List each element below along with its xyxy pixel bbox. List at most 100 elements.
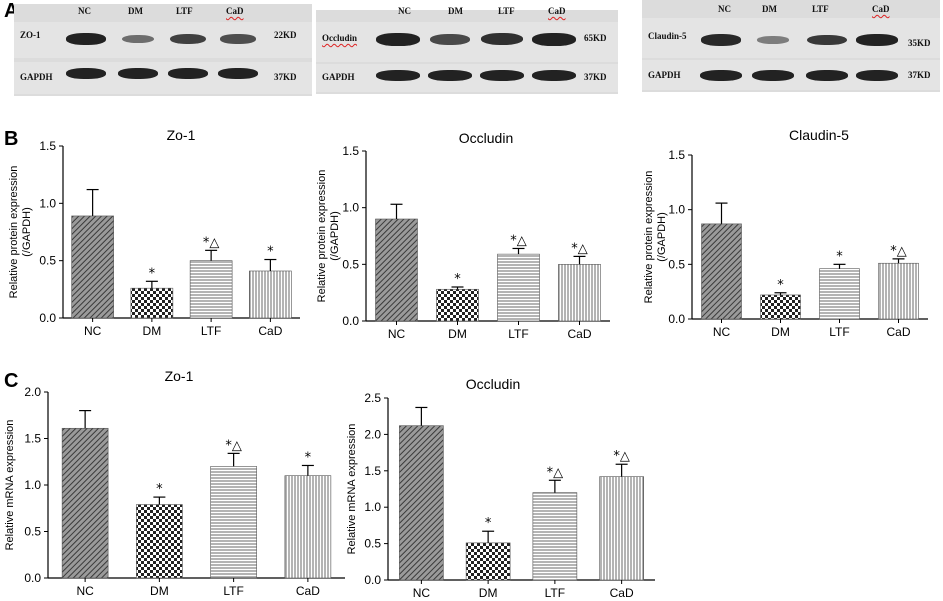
y-tick-label: 1.5 bbox=[24, 432, 41, 446]
x-tick-label: NC bbox=[388, 327, 406, 341]
blot-lane-label: NC bbox=[398, 6, 411, 16]
blot-size-label: 22KD bbox=[274, 30, 297, 40]
blot-band bbox=[856, 70, 898, 81]
y-tick-label: 1.0 bbox=[39, 196, 56, 210]
y-tick-label: 1.5 bbox=[342, 144, 359, 158]
x-tick-label: LTF bbox=[545, 586, 565, 600]
significance-marker: *△ bbox=[571, 241, 588, 256]
blot-lane-label: CaD bbox=[872, 4, 890, 14]
x-tick-label: DM bbox=[771, 325, 790, 339]
blot-size-label: 37KD bbox=[584, 72, 607, 82]
y-tick-label: 2.5 bbox=[364, 391, 381, 405]
blot-band bbox=[756, 35, 790, 45]
y-axis-label: (/GAPDH) bbox=[21, 207, 33, 257]
bar-nc bbox=[61, 427, 109, 579]
blot-band bbox=[806, 70, 848, 81]
blot-band bbox=[121, 34, 155, 44]
blot-band bbox=[66, 33, 106, 45]
blot-lane-label: LTF bbox=[498, 6, 515, 16]
x-tick-label: NC bbox=[413, 586, 431, 600]
blot-protein-label: Occludin bbox=[322, 33, 358, 43]
chart-title: Occludin bbox=[466, 376, 520, 392]
y-tick-label: 0.5 bbox=[342, 257, 359, 271]
panel-label-c: C bbox=[4, 370, 19, 392]
blot-size-label: 65KD bbox=[584, 33, 607, 43]
blot-lane-label: DM bbox=[762, 4, 777, 14]
x-tick-label: CaD bbox=[567, 327, 591, 341]
x-tick-label: DM bbox=[448, 327, 467, 341]
y-axis-label: Relative mRNA expression bbox=[4, 420, 16, 551]
bar-cad bbox=[249, 270, 292, 319]
blot-band bbox=[856, 34, 898, 46]
y-axis-label: Relative protein expression bbox=[316, 170, 328, 303]
chart-title: Claudin-5 bbox=[789, 127, 849, 143]
bar-cad bbox=[558, 264, 601, 322]
x-tick-label: NC bbox=[76, 584, 94, 598]
y-tick-label: 0.0 bbox=[39, 311, 56, 325]
blot-row bbox=[14, 62, 312, 94]
blot-lane-label: NC bbox=[718, 4, 731, 14]
bar-dm bbox=[465, 542, 511, 581]
y-tick-label: 1.5 bbox=[668, 148, 685, 162]
blot-band bbox=[532, 70, 576, 81]
x-tick-label: CaD bbox=[296, 584, 320, 598]
significance-marker: *△ bbox=[510, 233, 527, 248]
x-tick-label: NC bbox=[713, 325, 731, 339]
bar-dm bbox=[760, 294, 801, 320]
chart-title: Occludin bbox=[459, 130, 513, 146]
y-axis-label: Relative mRNA expression bbox=[346, 424, 358, 555]
x-tick-label: DM bbox=[143, 324, 162, 338]
y-tick-label: 0.0 bbox=[364, 573, 381, 587]
blot-band bbox=[480, 70, 524, 81]
significance-marker: *△ bbox=[225, 438, 242, 453]
y-tick-label: 0.5 bbox=[39, 254, 56, 268]
blot-band bbox=[752, 70, 794, 81]
blot-protein-label: GAPDH bbox=[20, 72, 53, 82]
y-tick-label: 2.0 bbox=[24, 385, 41, 399]
y-axis-label: Relative protein expression bbox=[8, 166, 20, 299]
significance-marker: * bbox=[836, 249, 843, 264]
bar-cad bbox=[599, 476, 644, 581]
bar-nc bbox=[375, 218, 418, 322]
significance-marker: * bbox=[485, 516, 492, 531]
significance-marker: * bbox=[305, 450, 312, 465]
y-tick-label: 0.5 bbox=[364, 537, 381, 551]
blot-protein-label: GAPDH bbox=[322, 72, 355, 82]
blot-lane-label: CaD bbox=[548, 6, 566, 16]
y-tick-label: 0.0 bbox=[668, 312, 685, 326]
blot-lane-label: DM bbox=[128, 6, 143, 16]
significance-marker: *△ bbox=[203, 235, 220, 250]
significance-marker: * bbox=[149, 266, 156, 281]
bar-ltf bbox=[210, 466, 257, 579]
blot-lane-label: NC bbox=[78, 6, 91, 16]
x-tick-label: LTF bbox=[829, 325, 849, 339]
blot-size-label: 35KD bbox=[908, 38, 931, 48]
blot-lane-label: LTF bbox=[176, 6, 193, 16]
significance-marker: *△ bbox=[547, 465, 564, 480]
y-tick-label: 1.5 bbox=[39, 139, 56, 153]
bar-dm bbox=[436, 288, 479, 322]
x-tick-label: LTF bbox=[201, 324, 221, 338]
blot-protein-label: Claudin-5 bbox=[648, 31, 687, 41]
bar-cad bbox=[284, 475, 332, 579]
blot-protein-label: GAPDH bbox=[648, 70, 681, 80]
blot-lane-label: CaD bbox=[226, 6, 244, 16]
y-tick-label: 1.0 bbox=[24, 478, 41, 492]
blot-band bbox=[481, 33, 523, 46]
blot-band bbox=[220, 34, 256, 44]
blot-band bbox=[118, 68, 158, 79]
y-tick-label: 1.0 bbox=[668, 203, 685, 217]
panel-label-b: B bbox=[4, 128, 19, 150]
bar-nc bbox=[399, 425, 444, 581]
blot-band bbox=[168, 68, 208, 79]
y-tick-label: 0.0 bbox=[24, 571, 41, 585]
x-tick-label: CaD bbox=[610, 586, 634, 600]
blot-band bbox=[700, 70, 742, 81]
bar-dm bbox=[136, 504, 183, 579]
blot-band bbox=[66, 68, 106, 79]
x-tick-label: CaD bbox=[886, 325, 910, 339]
blot-band bbox=[700, 34, 742, 46]
x-tick-label: DM bbox=[479, 586, 498, 600]
x-tick-label: LTF bbox=[223, 584, 243, 598]
blot-band bbox=[428, 70, 472, 81]
